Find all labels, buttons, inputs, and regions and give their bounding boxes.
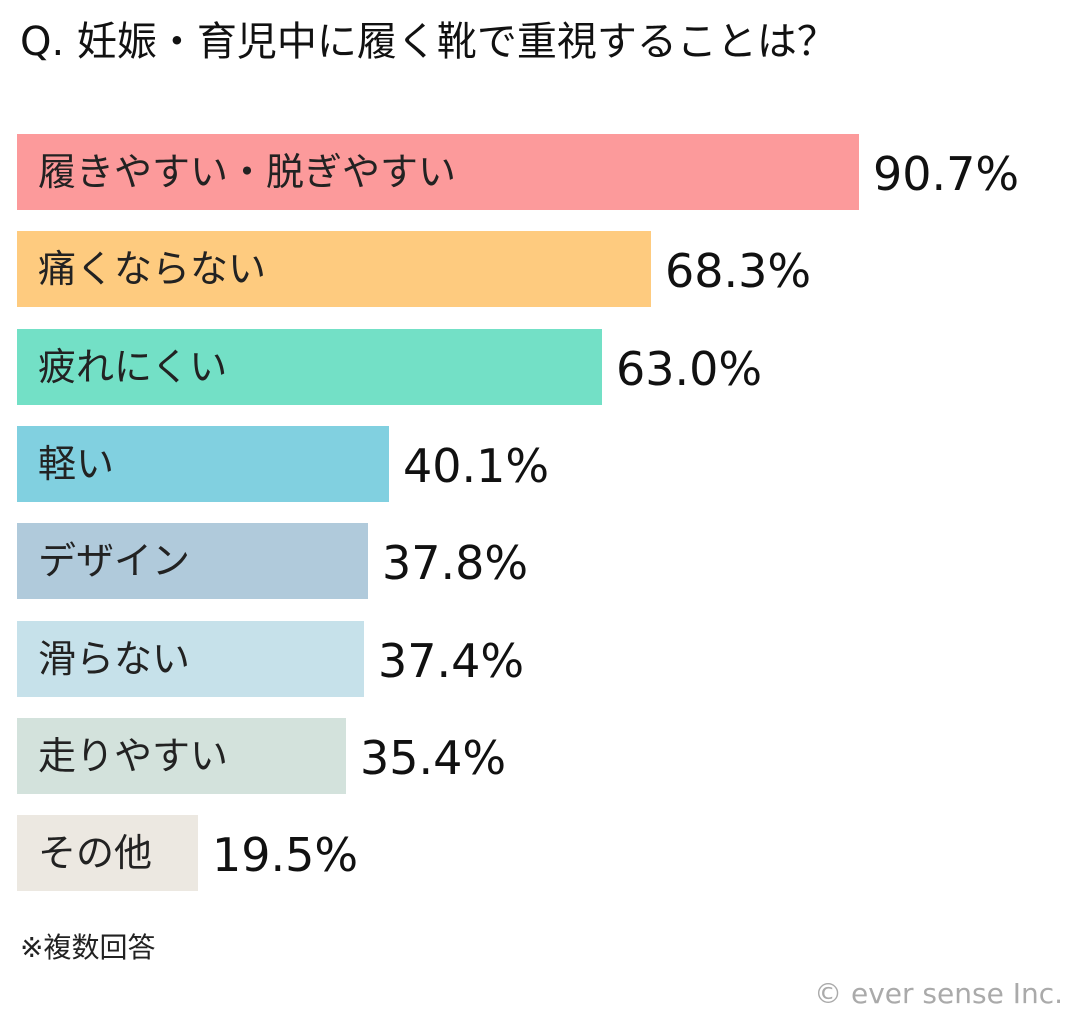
bar bbox=[17, 329, 602, 405]
bar-category-label: 疲れにくい bbox=[38, 345, 228, 389]
bar bbox=[17, 231, 651, 307]
copyright-credit: © ever sense Inc. bbox=[814, 977, 1063, 1010]
bar-value-label: 40.1% bbox=[403, 439, 550, 493]
bar-value-label: 63.0% bbox=[616, 342, 763, 396]
bar-category-label: 痛くならない bbox=[38, 247, 267, 291]
bar-value-label: 19.5% bbox=[212, 828, 359, 882]
chart-title: Q. 妊娠・育児中に履く靴で重視することは？ bbox=[20, 19, 837, 65]
bar bbox=[17, 523, 368, 599]
bar bbox=[17, 426, 389, 502]
bar bbox=[17, 134, 859, 210]
footnote: ※複数回答 bbox=[20, 931, 156, 964]
bar-category-label: デザイン bbox=[38, 539, 191, 583]
bar-value-label: 37.8% bbox=[382, 536, 529, 590]
bar-category-label: 滑らない bbox=[38, 637, 191, 681]
bar-value-label: 90.7% bbox=[873, 147, 1020, 201]
bar-category-label: 軽い bbox=[38, 442, 115, 486]
bar-category-label: その他 bbox=[38, 831, 153, 875]
bar-value-label: 35.4% bbox=[360, 731, 507, 785]
bar bbox=[17, 718, 346, 794]
bar-category-label: 走りやすい bbox=[38, 734, 229, 778]
bar-value-label: 37.4% bbox=[378, 634, 525, 688]
bar-value-label: 68.3% bbox=[665, 244, 812, 298]
bar bbox=[17, 815, 198, 891]
bar bbox=[17, 621, 364, 697]
bar-category-label: 履きやすい・脱ぎやすい bbox=[38, 150, 457, 194]
